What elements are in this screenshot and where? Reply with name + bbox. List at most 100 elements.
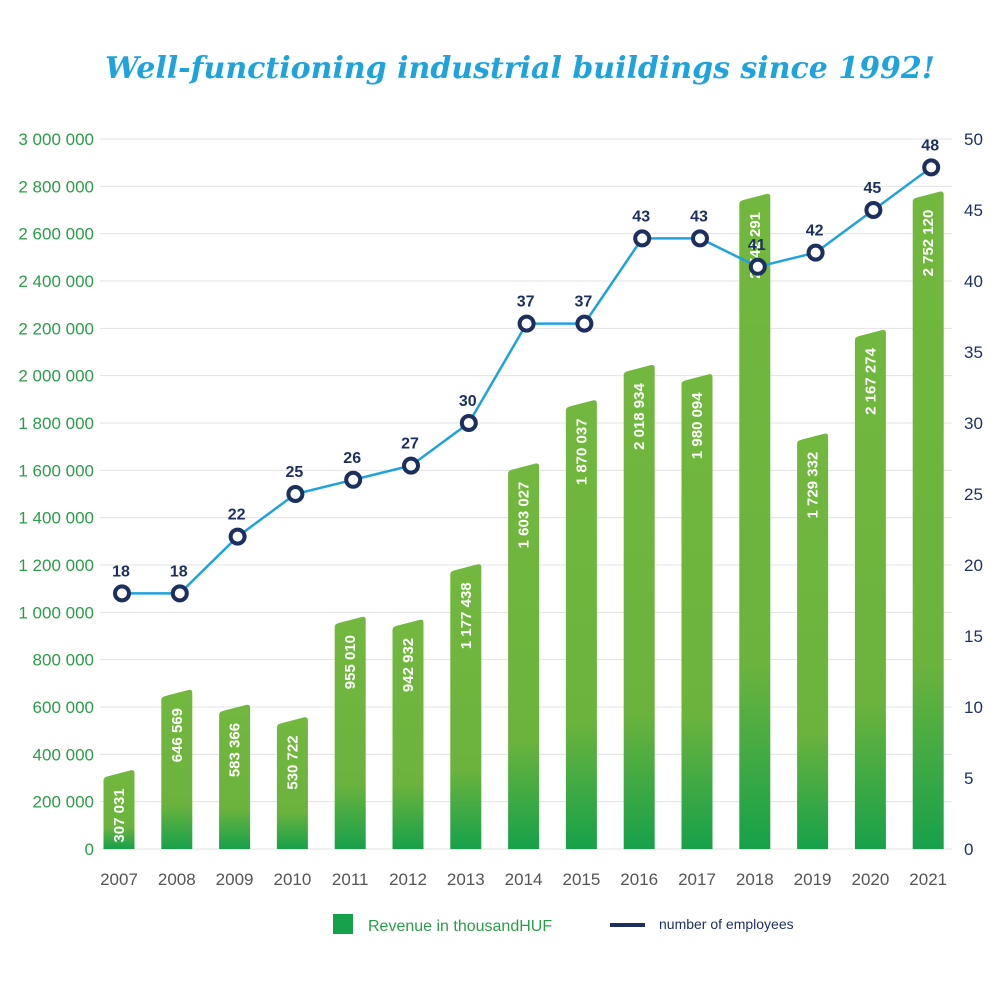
bar-data-label: 583 366 <box>227 723 244 777</box>
y-left-tick-label: 2 400 000 <box>18 272 94 291</box>
employees-point <box>864 201 883 219</box>
bar <box>739 193 771 849</box>
y-left-tick-label: 1 600 000 <box>18 461 94 480</box>
y-right-tick-label: 20 <box>964 556 983 575</box>
bar-data-label: 1 177 438 <box>458 582 475 649</box>
bar <box>219 704 251 849</box>
y-right-tick-label: 5 <box>964 769 973 788</box>
bar-data-label: 307 031 <box>111 788 128 842</box>
x-tick-label: 2017 <box>678 870 716 889</box>
employees-data-label: 37 <box>517 294 535 311</box>
bar <box>623 364 655 849</box>
y-right-tick-label: 0 <box>964 840 973 859</box>
bar-data-label: 942 932 <box>400 638 417 692</box>
bar <box>276 717 308 849</box>
bar-data-label: 2 752 120 <box>920 210 937 277</box>
employees-point <box>459 414 478 432</box>
bar <box>161 689 193 849</box>
bar-data-label: 1 729 332 <box>805 452 822 519</box>
bar <box>392 619 424 849</box>
employees-point <box>402 456 420 475</box>
y-right-tick-label: 30 <box>964 414 983 433</box>
bar-data-label: 955 010 <box>342 635 359 689</box>
revenue-bars: 307 031 646 569 583 366 530 722 955 010 942 9… <box>103 191 944 849</box>
x-tick-label: 2018 <box>736 870 774 889</box>
y-right-tick-label: 35 <box>964 343 983 362</box>
y-right-tick-label: 15 <box>964 627 983 646</box>
x-tick-label: 2021 <box>909 870 947 889</box>
y-left-tick-label: 2 800 000 <box>18 177 94 196</box>
employees-data-label: 37 <box>575 294 593 311</box>
employees-data-label: 48 <box>921 137 939 154</box>
bar-data-label: 2 167 274 <box>862 347 879 414</box>
x-tick-label: 2011 <box>332 870 369 889</box>
x-tick-label: 2020 <box>851 870 889 889</box>
y-right-tick-label: 50 <box>964 130 983 149</box>
bar-data-label: 2 018 934 <box>631 383 648 450</box>
employees-data-label: 26 <box>343 450 361 467</box>
x-tick-label: 2019 <box>794 870 832 889</box>
employees-data-label: 22 <box>228 507 246 524</box>
employees-point <box>575 314 594 333</box>
bar <box>912 191 944 849</box>
employees-data-label: 18 <box>170 563 188 580</box>
y-right-tick-label: 40 <box>964 272 983 291</box>
bar <box>103 770 135 849</box>
employees-data-label: 45 <box>864 180 882 197</box>
y-left-tick-label: 2 000 000 <box>18 367 94 386</box>
y-right-tick-label: 45 <box>964 201 983 220</box>
x-tick-label: 2014 <box>505 870 543 889</box>
employees-data-label: 25 <box>286 464 304 481</box>
x-tick-label: 2008 <box>158 870 196 889</box>
y-right-tick-label: 25 <box>964 485 983 504</box>
y-left-tick-label: 0 <box>85 840 94 859</box>
employees-line: 18 18 22 25 26 27 30 37 37 43 43 41 42 45 48 <box>112 137 941 603</box>
x-tick-label: 2010 <box>273 870 311 889</box>
employees-data-label: 41 <box>748 237 766 254</box>
bar <box>450 564 482 849</box>
y-left-tick-label: 2 600 000 <box>18 225 94 244</box>
y-left-tick-label: 3 000 000 <box>18 130 94 149</box>
left-y-axis: 0 200 000 400 000 600 000 800 000 1 000 000 1 … <box>18 130 94 859</box>
y-left-tick-label: 1 000 000 <box>18 603 94 622</box>
employees-data-label: 42 <box>806 223 824 240</box>
employees-point <box>517 314 536 333</box>
employees-point <box>228 527 247 546</box>
employees-point <box>922 158 941 177</box>
bar-data-label: 1 980 094 <box>689 392 706 459</box>
employees-point <box>113 584 131 603</box>
x-tick-label: 2015 <box>562 870 600 889</box>
y-left-tick-label: 1 400 000 <box>18 509 94 528</box>
employees-point <box>748 257 767 276</box>
employees-point <box>286 485 305 503</box>
bar <box>797 433 829 849</box>
y-left-tick-label: 1 200 000 <box>18 556 94 575</box>
y-left-tick-label: 200 000 <box>33 793 94 812</box>
y-left-tick-label: 400 000 <box>33 745 94 764</box>
y-left-tick-label: 800 000 <box>33 651 94 670</box>
chart-title: Well-functioning industrial buildings si… <box>105 51 935 86</box>
x-tick-label: 2016 <box>620 870 658 889</box>
bar-data-label: 1 870 037 <box>573 418 590 485</box>
employees-data-label: 30 <box>459 393 477 410</box>
legend-swatch-revenue <box>333 914 353 934</box>
bar <box>854 329 886 849</box>
y-right-tick-label: 10 <box>964 698 983 717</box>
employees-data-label: 27 <box>401 436 419 453</box>
employees-data-label: 43 <box>690 208 708 225</box>
legend-label-employees: number of employees <box>659 916 794 932</box>
bar-data-label: 646 569 <box>169 708 186 762</box>
right-y-axis: 0 5 10 15 20 25 30 35 40 45 50 <box>964 130 983 859</box>
employees-data-label: 18 <box>112 563 130 580</box>
bar <box>565 400 597 849</box>
employees-data-label: 43 <box>632 208 650 225</box>
bar <box>681 374 713 849</box>
bar-data-label: 1 603 027 <box>516 482 533 549</box>
bar-data-label: 530 722 <box>284 735 301 789</box>
legend-label-revenue: Revenue in thousandHUF <box>368 918 552 935</box>
employees-point <box>691 229 709 248</box>
y-left-tick-label: 1 800 000 <box>18 414 94 433</box>
y-left-tick-label: 2 200 000 <box>18 319 94 338</box>
y-left-tick-label: 600 000 <box>33 698 94 717</box>
